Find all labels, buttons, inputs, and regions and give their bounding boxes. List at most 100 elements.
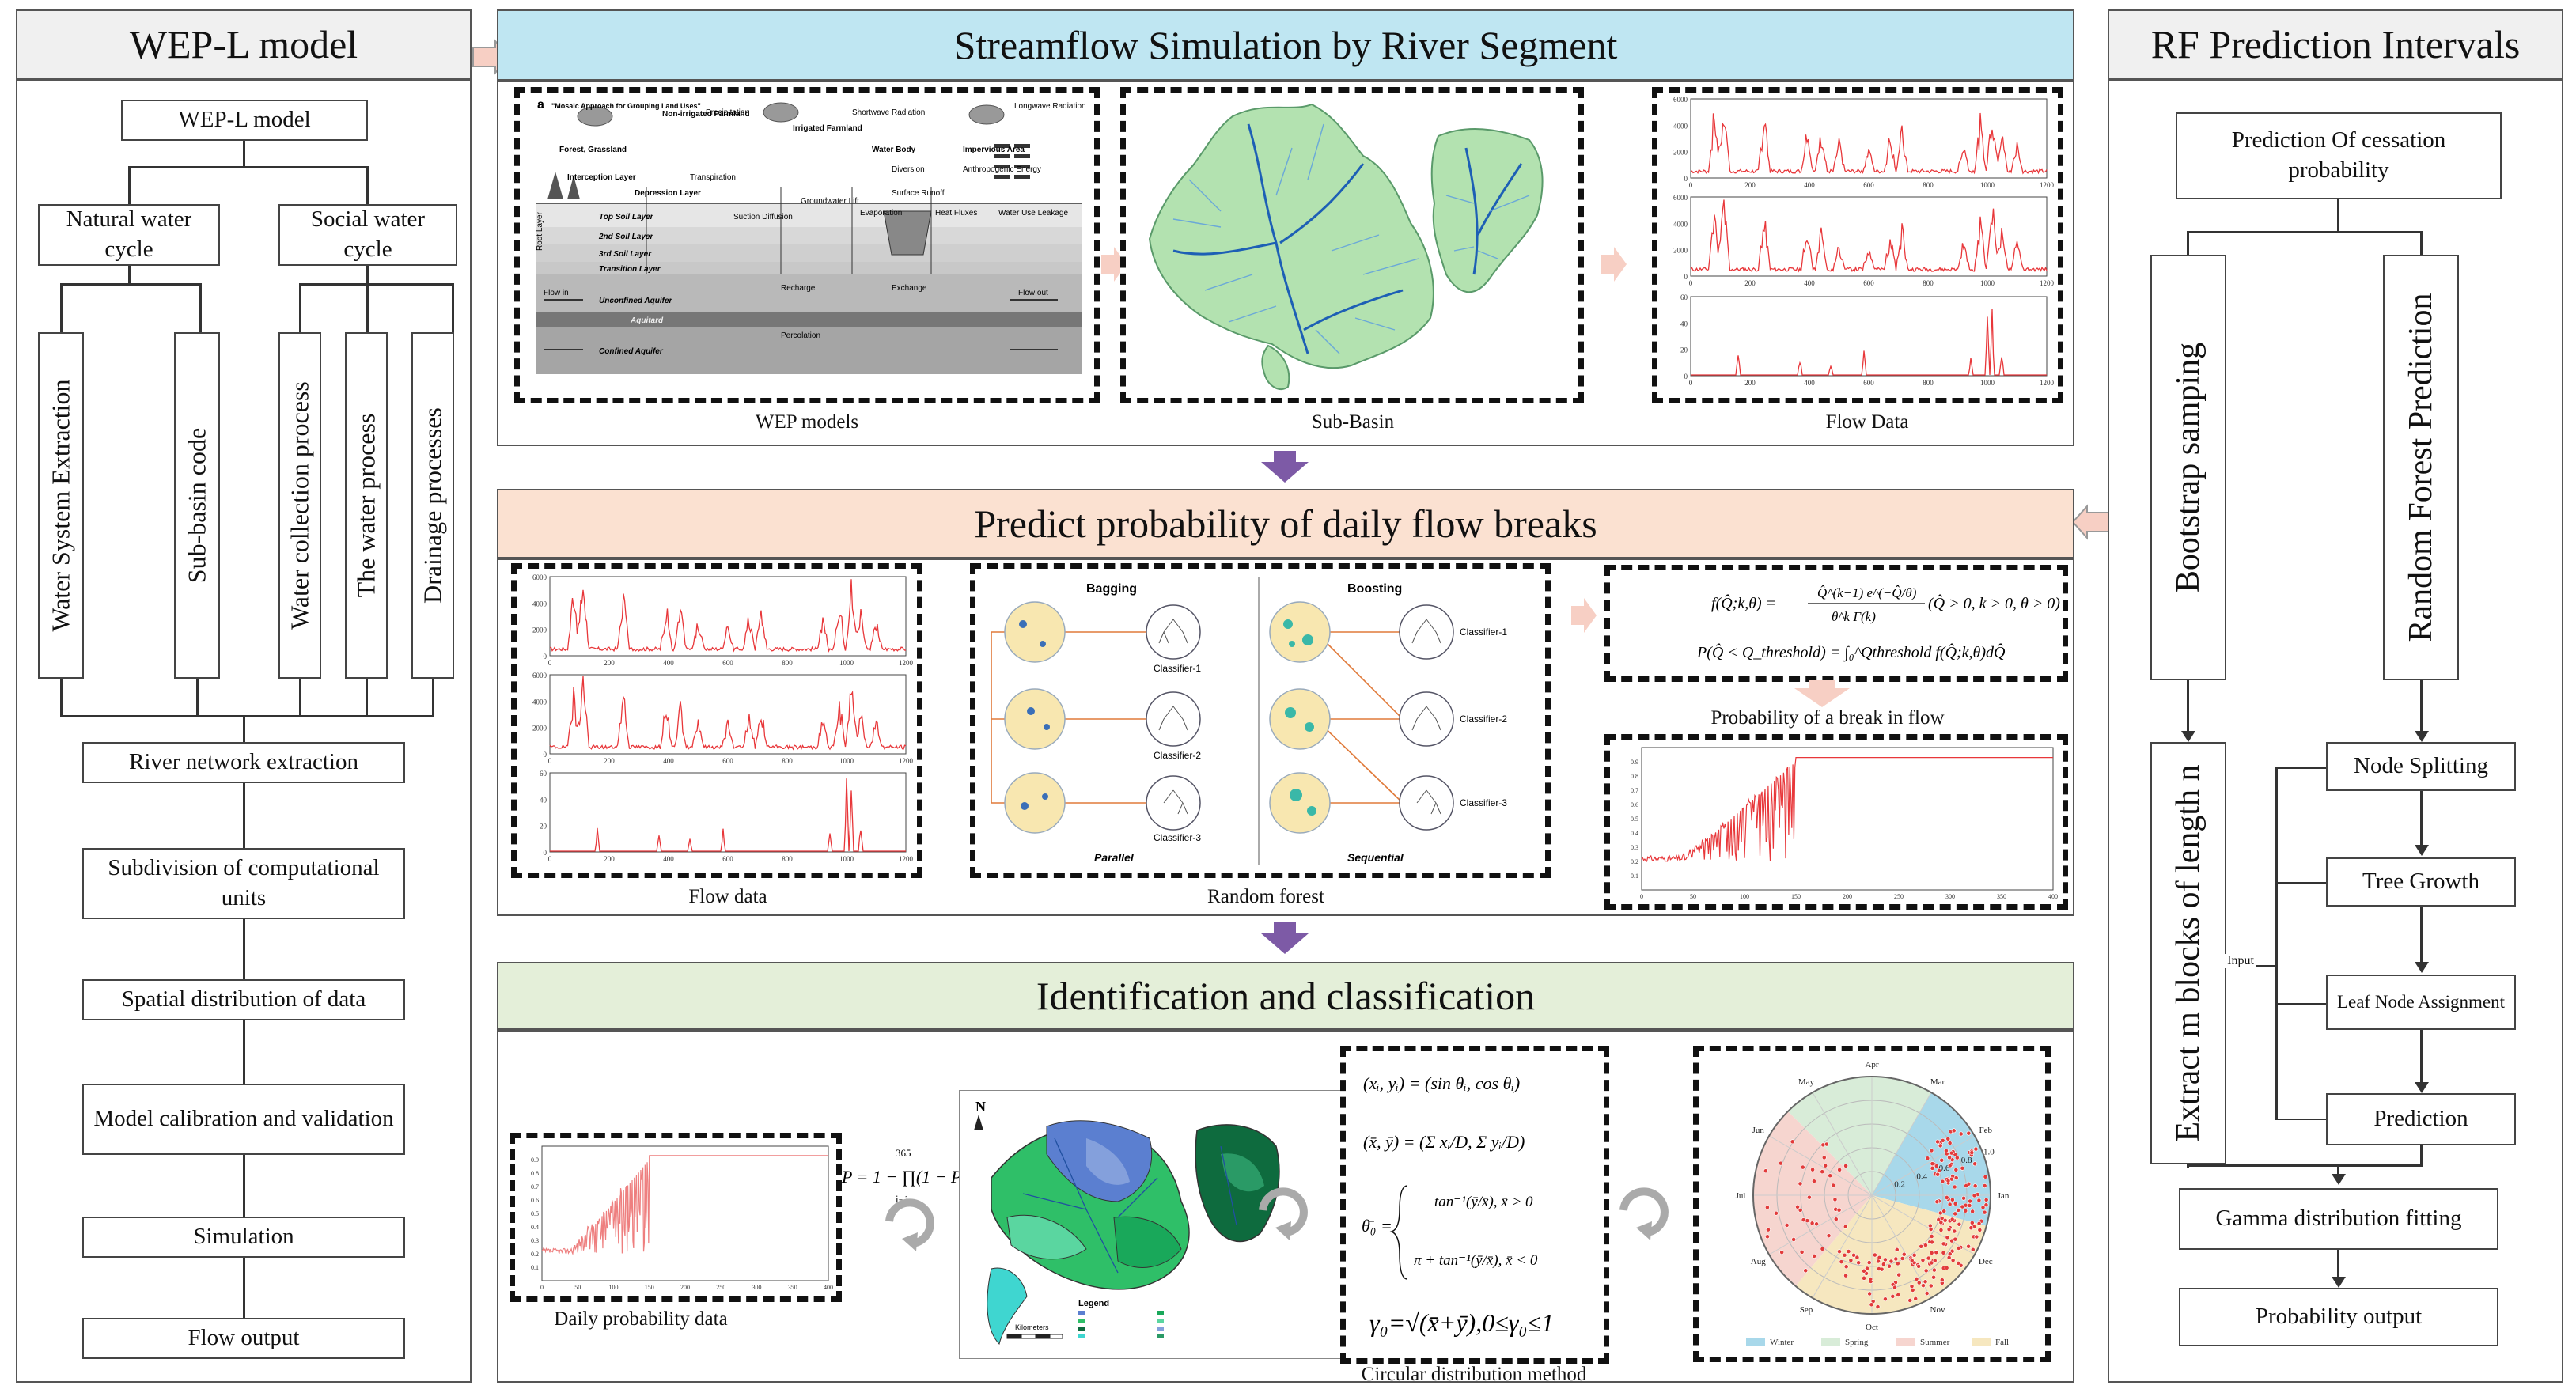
bottom-title: Identification and classification	[1036, 974, 1536, 1018]
right-conn	[2187, 1164, 2423, 1167]
x-tick-label: 0	[548, 659, 552, 667]
y-tick-label: 0.5	[1631, 816, 1638, 823]
node-splitting-box: Node Splitting	[2326, 742, 2516, 791]
left-conn	[299, 283, 454, 286]
bootstrap-label: Bootstrap samping	[2170, 342, 2207, 593]
x-tick-label: 800	[1923, 279, 1934, 287]
tree-growth-label: Tree Growth	[2362, 869, 2479, 895]
plot-frame	[549, 674, 907, 755]
polar-grid-spoke	[1768, 1135, 1873, 1196]
x-tick-label: 50	[1690, 893, 1696, 900]
wep-label: Recharge	[781, 284, 816, 293]
wep-label: Suction Diffusion	[733, 213, 793, 221]
right-conn	[2420, 791, 2423, 851]
month-label: May	[1798, 1077, 1815, 1087]
polar-point	[1970, 1247, 1976, 1252]
wep-label: Forest, Grassland	[559, 146, 627, 154]
caption-wep-models: WEP models	[755, 411, 859, 433]
bootstrap-box: Bootstrap samping	[2150, 255, 2226, 680]
polar-point	[1935, 1139, 1940, 1145]
circular-formulas: (xᵢ, yᵢ) = (sin θᵢ, cos θᵢ) (x̄, ȳ) = (Σ…	[1362, 1073, 1554, 1337]
polar-point	[1833, 1217, 1839, 1222]
y-tick-label: 0.6	[1631, 801, 1638, 808]
wep-label: Aquitard	[630, 316, 664, 325]
caption-sub-basin: Sub-Basin	[1311, 411, 1395, 433]
flow-data-figure-top: 0 2000 4000 6000 0 200 400 600 800 1000 1200 0 2000 4…	[1652, 87, 2063, 403]
legend-label: Fall	[1995, 1338, 2009, 1347]
wep-label: Flow out	[1018, 289, 1048, 297]
vbox-drainage: Drainage processes	[411, 332, 454, 679]
polar-point	[1920, 1258, 1926, 1262]
arrow-right-to-middle	[2071, 504, 2110, 540]
polar-outline	[1752, 1076, 1991, 1315]
left-header: WEP-L model	[16, 9, 472, 79]
wep-label: Irrigated Farmland	[793, 124, 862, 133]
polar-point	[1928, 1227, 1934, 1232]
svg-text:365: 365	[896, 1147, 911, 1159]
legend-label: Summer	[1920, 1338, 1950, 1347]
y-tick-label: 6000	[1673, 96, 1688, 104]
step-label: Simulation	[193, 1224, 294, 1250]
wep-label: Precipitation	[706, 108, 749, 117]
circular-formula-box: (xᵢ, yᵢ) = (sin θᵢ, cos θᵢ) (x̄, ȳ) = (Σ…	[1340, 1046, 1609, 1364]
extract-blocks-label: Extract m blocks of length n	[2170, 764, 2207, 1142]
boosting-label: Boosting	[1347, 582, 1402, 596]
month-label: Jun	[1752, 1126, 1765, 1135]
y-tick-label: 0.6	[531, 1197, 539, 1204]
polar-point	[1888, 1259, 1894, 1264]
polar-point	[1935, 1172, 1941, 1177]
natural-cycle-label: Natural water cycle	[66, 206, 192, 262]
radius-label: 0.4	[1916, 1172, 1927, 1181]
left-conn	[366, 266, 369, 285]
x-tick-label: 200	[604, 855, 615, 863]
x-tick-label: 1200	[2040, 279, 2055, 287]
polar-point	[1964, 1183, 1969, 1188]
wep-label: Non-irrigated Farmland	[662, 110, 750, 119]
left-root-label: WEP-L model	[178, 107, 311, 133]
input-label: Input	[2225, 954, 2256, 968]
polar-point	[1812, 1179, 1816, 1184]
y-tick-label: 6000	[532, 672, 547, 679]
arrow-middle-to-bottom	[1261, 922, 1309, 954]
rf-prediction-box: Random Forest Prediction	[2383, 255, 2459, 680]
polar-point	[1798, 1181, 1803, 1187]
polar-point	[1798, 1207, 1803, 1213]
polar-point	[1945, 1136, 1951, 1141]
x-tick-label: 0	[1689, 181, 1693, 189]
x-tick-label: 600	[722, 757, 733, 765]
x-tick-label: 1000	[839, 757, 854, 765]
polar-point	[1828, 1173, 1833, 1179]
polar-point	[1881, 1262, 1886, 1267]
left-conn	[128, 166, 369, 168]
polar-point	[1809, 1221, 1815, 1226]
polar-point	[1942, 1217, 1948, 1223]
polar-point	[1977, 1228, 1983, 1232]
polar-point	[1820, 1246, 1825, 1251]
x-tick-label: 350	[1997, 893, 2006, 900]
polar-point	[1947, 1202, 1953, 1207]
polar-point	[1865, 1266, 1869, 1271]
y-tick-label: 0.2	[531, 1251, 539, 1258]
month-label: Dec	[1979, 1257, 1993, 1266]
polar-point	[1839, 1259, 1844, 1265]
arrowhead	[2332, 1174, 2346, 1185]
polar-point	[1924, 1291, 1930, 1296]
polar-point	[1945, 1235, 1950, 1240]
polar-point	[1883, 1257, 1888, 1262]
plot-frame	[1690, 296, 2048, 377]
x-tick-label: 1200	[2040, 379, 2055, 387]
wep-label: Water Use Leakage	[998, 209, 1068, 218]
vbox-label: Water System Extraction	[46, 379, 75, 632]
plot-frame	[541, 1145, 829, 1281]
gamma-formula: f(Q̂;k,θ) = Q̂^(k−1) e^(−Q̂/θ) θ^k Γ(k) …	[1696, 585, 2060, 662]
polar-point	[1972, 1193, 1977, 1198]
spring-sector	[1787, 1077, 1931, 1195]
vbox-label: The water process	[351, 413, 381, 598]
polar-point	[1765, 1234, 1770, 1240]
polar-point	[1982, 1183, 1987, 1188]
y-tick-label: 2000	[1673, 247, 1688, 255]
polar-point	[1872, 1252, 1877, 1258]
x-tick-label: 400	[663, 659, 674, 667]
svg-text:tan⁻¹(ȳ/x̄), x̄ > 0: tan⁻¹(ȳ/x̄), x̄ > 0	[1434, 1194, 1533, 1210]
polar-point	[1795, 1204, 1800, 1209]
